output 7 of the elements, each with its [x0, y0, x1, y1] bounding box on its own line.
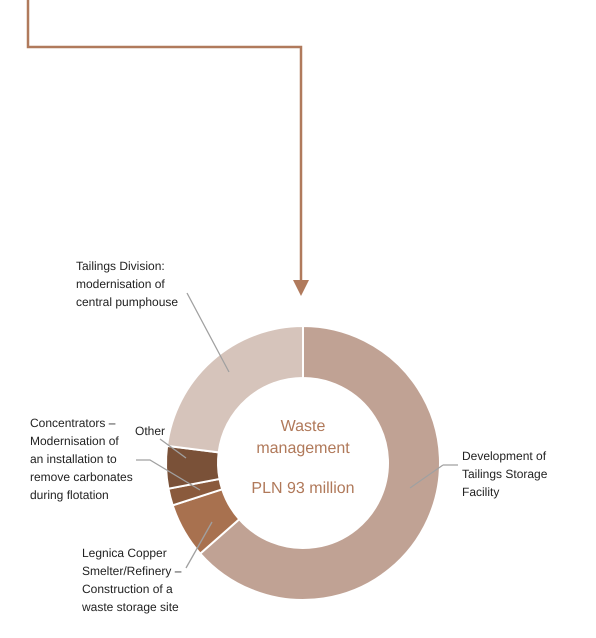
- slice-label: Development of Tailings Storage Facility: [462, 449, 548, 499]
- text: PLN 93 million: [251, 480, 355, 497]
- text: Waste management: [256, 418, 350, 457]
- slice-label: Legnica Copper Smelter/Refinery – Construction of a waste storage site: [81, 546, 182, 614]
- slice-label: Tailings Division: modernisation of central pumphouse: [76, 259, 178, 309]
- slice-label: Other: [135, 424, 166, 438]
- slice-label: Concentrators – Modernisation of an installation to remove carbonates during flotation: [30, 416, 133, 502]
